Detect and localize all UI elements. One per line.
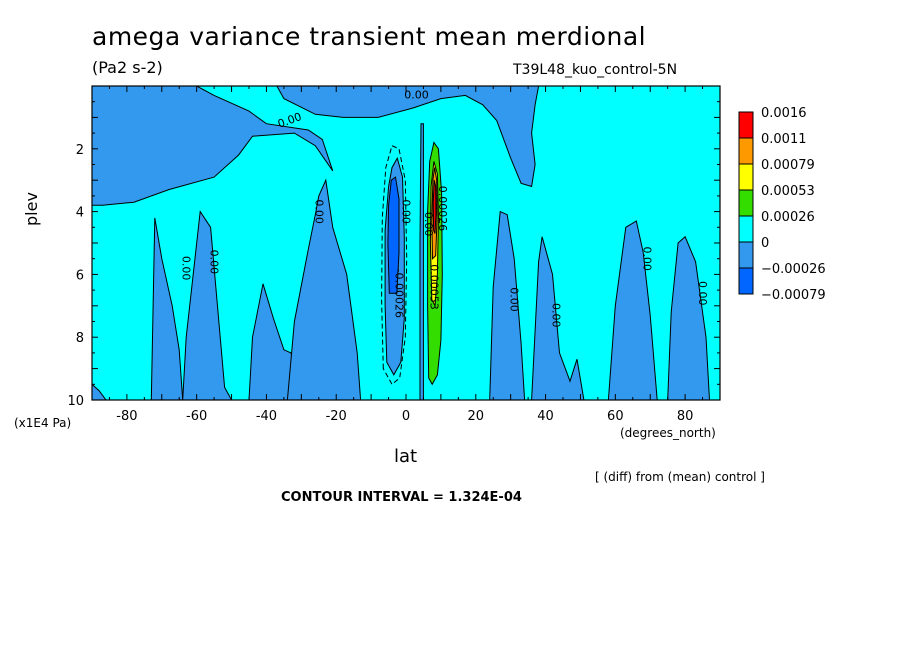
colorbar-label: −0.00079 <box>761 288 826 303</box>
colorbar-swatch <box>738 163 754 191</box>
x-tick-label: 80 <box>677 409 694 424</box>
contour-region-negative-band-nh-1 <box>489 210 526 400</box>
x-tick-label: -60 <box>186 409 207 424</box>
contour-region-equator-column <box>419 123 424 400</box>
diff-note: [ (diff) from (mean) control ] <box>595 470 765 484</box>
colorbar-label: 0.00026 <box>761 210 815 225</box>
colorbar-label: 0.0011 <box>761 132 807 147</box>
colorbar-label: 0.0016 <box>761 106 807 121</box>
contour-region-negative-band-nh-4 <box>667 235 711 400</box>
x-tick-label: -40 <box>256 409 277 424</box>
y-tick-label: 4 <box>76 206 84 221</box>
y-tick-label: 6 <box>76 268 84 283</box>
contour-region-negative-band-sh-3 <box>182 210 233 400</box>
colorbar-label: 0.00053 <box>761 184 815 199</box>
contour-region-negative-top-sh <box>92 86 334 206</box>
contour-label: 0.00 <box>640 246 653 271</box>
x-tick-label: 60 <box>607 409 624 424</box>
x-tick-label: 0 <box>402 409 410 424</box>
contour-region-negative-band-sh-1 <box>92 383 107 400</box>
contour-region-negative-core-strong <box>387 176 400 294</box>
colorbar-swatch <box>738 137 754 165</box>
units-label: (Pa2 s-2) <box>92 58 163 77</box>
colorbar-swatch <box>738 215 754 243</box>
x-tick-label: 20 <box>468 409 485 424</box>
contour-region-negative-band-mid <box>286 178 362 400</box>
y-tick-label: 2 <box>76 143 84 158</box>
contour-region-negative-band-nh-3 <box>607 220 658 400</box>
contour-label: 0.00 <box>180 256 193 281</box>
contour-interval: CONTOUR INTERVAL = 1.324E-04 <box>281 490 522 505</box>
negative-dashed-contour <box>381 145 408 386</box>
colorbar-swatch <box>738 241 754 269</box>
contour-label: 0.00 <box>508 287 521 312</box>
chart-title: amega variance transient mean merdional <box>92 22 647 51</box>
colorbar-label: −0.00026 <box>761 262 826 277</box>
colorbar-swatch <box>738 189 754 217</box>
x-tick-label: 40 <box>537 409 554 424</box>
y-axis-label: plev <box>22 192 41 226</box>
x-tick-label: -80 <box>116 409 137 424</box>
contour-label: 0.00 <box>312 199 325 224</box>
y-unit-label: (x1E4 Pa) <box>14 416 72 430</box>
contour-region-negative-band-sh-2 <box>150 217 184 400</box>
contour-region-negative-top <box>276 86 540 188</box>
contour-label: 0.00 <box>696 281 709 306</box>
contour-label: 0.00 <box>404 89 429 102</box>
colorbar-swatch <box>738 267 754 295</box>
contour-label: 0.00053 <box>427 264 440 310</box>
contour-label: 0.00 <box>208 250 221 275</box>
contour-label: 0.00 <box>422 212 435 237</box>
contour-label: 0.00026 <box>436 186 449 232</box>
colorbar-label: 0.00079 <box>761 158 815 173</box>
x-tick-label: -20 <box>326 409 347 424</box>
colorbar-swatch <box>738 111 754 139</box>
contour-label: -0.00026 <box>393 269 406 318</box>
y-tick-label: 10 <box>67 394 84 409</box>
contour-region-positive-core-max <box>432 180 437 234</box>
contour-label: 0.00 <box>550 303 563 328</box>
contour-region-negative-band-nh-2 <box>531 236 585 400</box>
x-axis-label: lat <box>394 446 418 467</box>
y-tick-label: 8 <box>76 331 84 346</box>
run-label: T39L48_kuo_control-5N <box>513 62 678 78</box>
x-unit-label: (degrees_north) <box>620 426 716 440</box>
contour-label: 0.00 <box>400 199 413 224</box>
colorbar-label: 0 <box>761 236 769 251</box>
